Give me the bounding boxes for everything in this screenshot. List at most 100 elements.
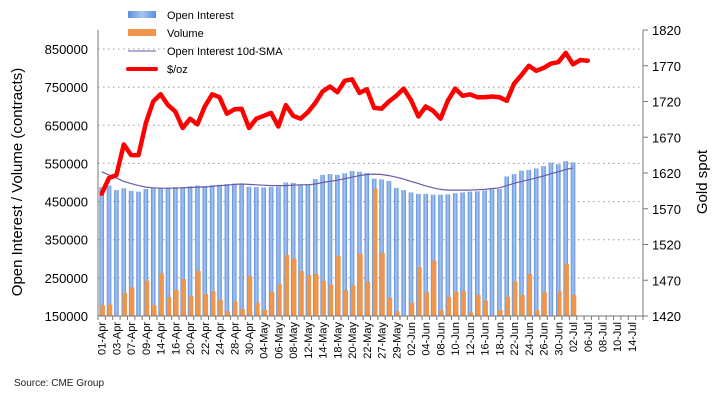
open-interest-bar bbox=[482, 190, 487, 316]
x-tick-label: 18-Jun bbox=[494, 322, 506, 356]
legend-swatch bbox=[128, 29, 156, 36]
volume-bar bbox=[380, 253, 385, 316]
open-interest-bar bbox=[173, 187, 178, 316]
x-tick-label: 16-Jun bbox=[480, 322, 492, 356]
open-interest-bar bbox=[268, 187, 274, 316]
volume-bar bbox=[431, 260, 437, 316]
open-interest-bar bbox=[357, 171, 362, 316]
x-tick-label: 20-Apr bbox=[185, 322, 197, 355]
volume-bar bbox=[564, 263, 569, 316]
open-interest-bar bbox=[209, 185, 215, 316]
volume-bar bbox=[188, 295, 194, 316]
x-tick-labels: 01-Apr 03-Apr 07-Apr 09-Apr 14-Apr 16-Apr 20-A… bbox=[97, 322, 639, 359]
x-tick-label: 06-Jul bbox=[583, 322, 595, 352]
open-interest-bar bbox=[261, 187, 266, 316]
x-tick-label: 12-Jun bbox=[465, 322, 477, 356]
x-tick-label: 29-May bbox=[391, 322, 403, 359]
x-tick-label: 22-May bbox=[362, 322, 374, 359]
open-interest-bar bbox=[217, 184, 222, 316]
open-interest-bar bbox=[195, 185, 200, 316]
volume-bar bbox=[498, 310, 503, 316]
open-interest-bar bbox=[143, 188, 149, 316]
volume-bar bbox=[321, 280, 326, 316]
open-interest-bar bbox=[158, 187, 163, 316]
open-interest-bar bbox=[504, 176, 510, 316]
volume-bar bbox=[247, 275, 253, 316]
right-y-tick-labels: 1420 1470 1520 1570 1620 1670 1720 1770 1820 bbox=[652, 23, 681, 324]
volume-bar bbox=[461, 290, 466, 316]
volume-bar bbox=[439, 310, 444, 316]
x-tick-label: 08-May bbox=[288, 322, 300, 359]
x-tick-label: 28-Apr bbox=[229, 322, 241, 355]
open-interest-bar bbox=[349, 171, 355, 316]
y2-tick-label: 1620 bbox=[652, 166, 681, 181]
volume-bars bbox=[100, 188, 577, 316]
open-interest-bar bbox=[99, 187, 104, 316]
open-interest-bar bbox=[150, 187, 156, 316]
volume-bar bbox=[520, 295, 525, 316]
open-interest-bar bbox=[386, 180, 392, 316]
open-interest-bar bbox=[342, 173, 348, 316]
volume-bar bbox=[424, 292, 430, 316]
open-interest-bar bbox=[445, 194, 451, 316]
open-interest-bar bbox=[511, 174, 517, 316]
volume-bar bbox=[159, 273, 164, 316]
open-interest-bar bbox=[401, 190, 406, 316]
volume-bar bbox=[350, 285, 356, 316]
open-interest-bar bbox=[393, 187, 399, 316]
open-interest-bar bbox=[541, 166, 546, 316]
x-tick-label: 10-Jun bbox=[450, 322, 462, 356]
open-interest-bar bbox=[335, 174, 340, 316]
x-tick-label: 24-Jun bbox=[524, 322, 536, 356]
open-interest-bar bbox=[254, 187, 259, 316]
y2-tick-label: 1670 bbox=[652, 130, 681, 145]
open-interest-bars bbox=[99, 161, 576, 316]
open-interest-bar bbox=[438, 194, 443, 316]
volume-bar bbox=[196, 270, 201, 316]
open-interest-bar bbox=[283, 182, 289, 316]
open-interest-bar bbox=[408, 192, 414, 316]
volume-bar bbox=[225, 311, 231, 316]
axes bbox=[97, 29, 648, 320]
x-tick-label: 20-May bbox=[347, 322, 359, 359]
y2-tick-label: 1470 bbox=[652, 273, 681, 288]
y-tick-label: 850000 bbox=[45, 42, 88, 57]
y-tick-label: 650000 bbox=[45, 118, 88, 133]
x-tick-label: 18-May bbox=[332, 322, 344, 359]
volume-bar bbox=[262, 309, 267, 316]
volume-bar bbox=[343, 290, 349, 316]
open-interest-bar bbox=[379, 179, 384, 316]
open-interest-bar bbox=[231, 183, 237, 316]
open-interest-bar bbox=[165, 187, 171, 316]
volume-bar bbox=[232, 301, 238, 316]
volume-bar bbox=[387, 297, 393, 316]
volume-bar bbox=[336, 255, 341, 316]
volume-bar bbox=[240, 309, 245, 316]
open-interest-bar bbox=[416, 193, 421, 316]
x-tick-label: 30-Jun bbox=[553, 322, 565, 356]
volume-bar bbox=[210, 291, 216, 316]
x-tick-label: 06-May bbox=[273, 322, 285, 359]
open-interest-bar bbox=[128, 190, 134, 316]
x-tick-label: 26-Jun bbox=[539, 322, 551, 356]
open-interest-bar bbox=[180, 187, 185, 316]
open-interest-bar bbox=[224, 184, 230, 316]
x-tick-label: 04-May bbox=[259, 322, 271, 359]
open-interest-bar bbox=[452, 193, 458, 316]
x-tick-label: 08-Jun bbox=[436, 322, 448, 356]
x-tick-label: 14-May bbox=[318, 322, 330, 359]
volume-bar bbox=[328, 284, 334, 316]
open-interest-bar bbox=[475, 191, 480, 316]
volume-bar bbox=[557, 291, 562, 316]
volume-bar bbox=[129, 287, 135, 316]
volume-bar bbox=[409, 302, 415, 316]
volume-bar bbox=[269, 291, 275, 316]
open-interest-bar bbox=[519, 170, 524, 316]
x-tick-label: 03-Apr bbox=[111, 322, 123, 355]
volume-bar bbox=[358, 253, 363, 316]
volume-bar bbox=[542, 292, 547, 316]
x-tick-label: 10-Jul bbox=[612, 322, 624, 352]
open-interest-bar bbox=[327, 174, 333, 316]
volume-bar bbox=[394, 311, 400, 316]
